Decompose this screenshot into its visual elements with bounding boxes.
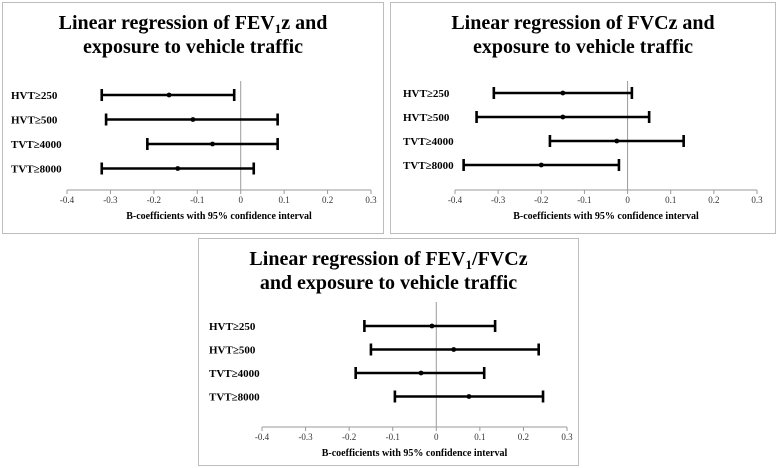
- x-tick-label: 0.2: [518, 432, 529, 442]
- point-estimate: [418, 370, 424, 376]
- x-axis-label: B-coefficients with 95% confidence inter…: [513, 211, 699, 222]
- forest-plot: HVT≥250 HVT≥500 TVT≥4000 TVT≥8000 -0.4 -0.3 -0…: [209, 302, 573, 459]
- row-label: TVT≥8000: [209, 392, 260, 404]
- x-tick-label: -0.1: [190, 195, 204, 205]
- point-estimate: [560, 114, 566, 120]
- forest-plot: HVT≥250 HVT≥500 TVT≥4000 TVT≥8000 -0.4 -0.3 -0…: [11, 81, 377, 222]
- x-tick-label: 0.3: [751, 195, 763, 205]
- x-tick-label: -0.4: [255, 432, 270, 442]
- x-tick-label: 0: [625, 195, 630, 205]
- row-label: HVT≥500: [11, 115, 58, 127]
- row-label: HVT≥500: [403, 112, 450, 124]
- point-estimate: [429, 323, 435, 329]
- row-label: HVT≥500: [209, 345, 256, 357]
- point-estimate: [466, 394, 472, 399]
- x-tick-label: -0.2: [534, 195, 548, 205]
- x-tick-label: -0.3: [298, 432, 313, 442]
- x-tick-label: -0.2: [342, 432, 356, 442]
- x-tick-label: 0.1: [279, 195, 290, 205]
- point-estimate: [190, 117, 196, 122]
- chart-title: Linear regression of FEV1z and exposure …: [58, 12, 328, 58]
- row-label: TVT≥4000: [403, 136, 454, 148]
- row-label: TVT≥4000: [11, 139, 62, 151]
- chart-title: Linear regression of FVCz and exposure t…: [451, 12, 715, 58]
- x-tick-label: -0.1: [386, 432, 400, 442]
- chart-panel-fev1-fvcz: Linear regression of FEV1/FVCz and expos…: [198, 238, 579, 466]
- forest-plot: HVT≥250 HVT≥500 TVT≥4000 TVT≥8000 -0.4 -0.3 -0…: [403, 81, 763, 222]
- row-label: TVT≥4000: [209, 368, 260, 380]
- x-tick-label: 0: [238, 195, 243, 205]
- point-estimate: [451, 347, 457, 352]
- x-axis-label: B-coefficients with 95% confidence inter…: [126, 211, 312, 222]
- x-tick-label: 0.1: [665, 195, 676, 205]
- row-label: HVT≥250: [403, 88, 450, 100]
- x-tick-label: -0.4: [448, 195, 463, 205]
- row-label: TVT≥8000: [11, 164, 62, 176]
- x-tick-label: -0.1: [577, 195, 591, 205]
- x-tick-label: 0.3: [365, 195, 377, 205]
- chart-panel-fvcz: Linear regression of FVCz and exposure t…: [390, 2, 776, 234]
- x-axis-label: B-coefficients with 95% confidence inter…: [322, 448, 508, 459]
- chart-title: Linear regression of FEV1/FVCz and expos…: [249, 248, 528, 294]
- x-tick-label: 0.3: [561, 432, 573, 442]
- point-estimate: [166, 92, 172, 98]
- x-tick-label: 0: [434, 432, 439, 442]
- x-tick-label: 0.2: [708, 195, 719, 205]
- x-tick-label: -0.2: [147, 195, 161, 205]
- point-estimate: [538, 162, 544, 168]
- row-label: HVT≥250: [209, 321, 256, 333]
- row-label: TVT≥8000: [403, 160, 454, 172]
- point-estimate: [210, 141, 215, 147]
- x-tick-label: 0.1: [474, 432, 485, 442]
- point-estimate: [175, 166, 181, 171]
- x-tick-label: 0.2: [322, 195, 333, 205]
- point-estimate: [560, 90, 566, 96]
- chart-panel-fev1z: Linear regression of FEV1z and exposure …: [2, 2, 384, 234]
- point-estimate: [614, 138, 620, 144]
- row-label: HVT≥250: [11, 90, 58, 102]
- x-tick-label: -0.4: [60, 195, 75, 205]
- x-tick-label: -0.3: [103, 195, 118, 205]
- x-tick-label: -0.3: [491, 195, 506, 205]
